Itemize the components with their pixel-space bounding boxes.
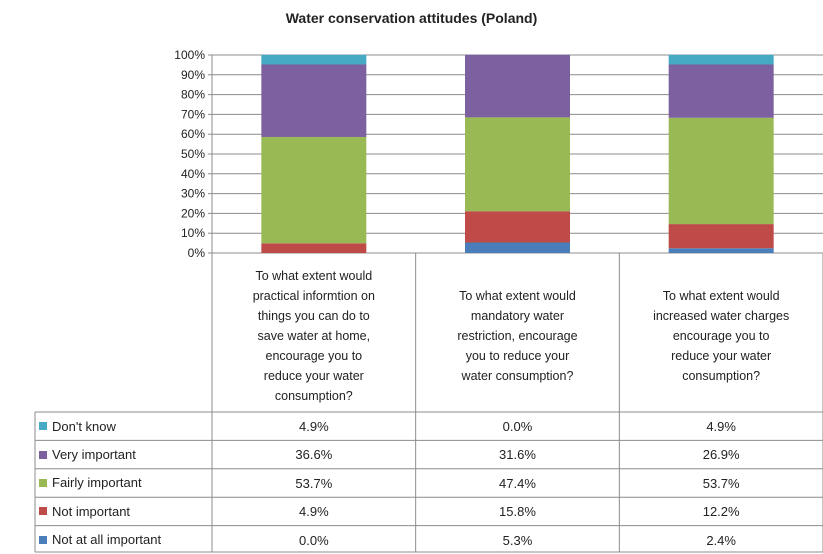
category-label-line: consumption? bbox=[274, 388, 353, 403]
legend-label: Don't know bbox=[52, 418, 116, 434]
category-label-line: reduce your water bbox=[263, 368, 364, 383]
category-label: To what extent would mandatory water restr… bbox=[418, 286, 618, 386]
bar-segment bbox=[261, 64, 367, 137]
bar-segment bbox=[668, 117, 774, 225]
category-label: To what extent would practical informtion… bbox=[214, 266, 414, 406]
y-tick-label: 100% bbox=[174, 48, 205, 62]
legend-swatch bbox=[39, 535, 47, 544]
y-tick-label: 0% bbox=[188, 246, 206, 260]
bar-segment bbox=[465, 54, 570, 118]
data-label: 4.9% bbox=[706, 419, 736, 434]
data-label: 2.4% bbox=[706, 532, 736, 548]
data-label: 0.0% bbox=[299, 532, 329, 548]
category-label-line: To what extent would bbox=[459, 288, 576, 303]
category-label-line: consumption? bbox=[682, 368, 761, 383]
y-tick-label: 80% bbox=[181, 88, 205, 102]
bar-segment bbox=[668, 64, 774, 118]
data-label: 12.2% bbox=[702, 504, 740, 520]
bar-segment bbox=[465, 211, 570, 243]
data-label: 5.3% bbox=[502, 532, 533, 548]
bar-segment bbox=[261, 136, 367, 244]
category-label-line: increased water charges bbox=[653, 308, 790, 323]
bar-segment bbox=[465, 117, 570, 212]
category-label-line: To what extent would bbox=[255, 268, 373, 283]
legend-entry: Fairly important bbox=[35, 469, 212, 497]
category-label-line: encourage you to bbox=[672, 328, 770, 343]
bar-segment bbox=[668, 224, 774, 249]
category-label-line: mandatory water bbox=[470, 308, 565, 323]
data-label: 53.7% bbox=[295, 475, 333, 491]
data-label: 4.9% bbox=[299, 419, 329, 434]
legend-swatch bbox=[39, 450, 47, 459]
data-label: 36.6% bbox=[295, 447, 333, 463]
data-label: 15.8% bbox=[499, 504, 536, 520]
y-tick-label: 60% bbox=[181, 127, 205, 141]
data-label: 53.7% bbox=[702, 475, 740, 491]
legend-entry: Very important bbox=[35, 440, 212, 468]
bars bbox=[261, 54, 774, 253]
bar-segment bbox=[261, 243, 367, 253]
legend-swatch bbox=[39, 478, 47, 487]
legend-label: Not important bbox=[52, 503, 131, 519]
y-axis: 0% 10% 20% 30% 40% 50% 60% 70% 80% 90% 100% bbox=[174, 48, 213, 260]
y-tick-label: 50% bbox=[181, 147, 205, 161]
data-label: 47.4% bbox=[499, 475, 536, 491]
category-label-line: things you can do to bbox=[257, 308, 370, 323]
bar-segment bbox=[668, 54, 774, 65]
category-label-line: practical informtion on bbox=[252, 288, 375, 303]
chart-title: Water conservation attitudes (Poland) bbox=[285, 10, 538, 26]
data-table-grid bbox=[34, 253, 823, 553]
legend-swatch bbox=[39, 422, 47, 431]
legend-entry: Not important bbox=[35, 497, 212, 525]
category-label-line: To what extent would bbox=[662, 288, 780, 303]
category-label-line: restriction, encourage bbox=[457, 328, 578, 343]
legend-swatch bbox=[39, 507, 47, 516]
bar-segment bbox=[668, 248, 774, 253]
legend-label: Not at all important bbox=[52, 532, 162, 548]
data-label: 26.9% bbox=[702, 447, 740, 463]
y-tick-label: 10% bbox=[181, 226, 205, 240]
category-label: To what extent would increased water char… bbox=[621, 286, 821, 386]
legend-entry: Not at all important bbox=[35, 526, 212, 554]
legend-entry: Don't know bbox=[35, 412, 212, 440]
data-label: 0.0% bbox=[502, 419, 533, 434]
data-label: 31.6% bbox=[499, 447, 536, 463]
category-label-line: save water at home, bbox=[257, 328, 371, 343]
category-label-line: water consumption? bbox=[461, 368, 574, 383]
data-label: 4.9% bbox=[299, 504, 329, 520]
y-tick-label: 40% bbox=[181, 167, 205, 181]
category-label-line: reduce your water bbox=[671, 348, 772, 363]
y-tick-label: 70% bbox=[181, 107, 205, 121]
category-label-line: you to reduce your bbox=[465, 348, 570, 363]
bar-segment bbox=[465, 242, 570, 253]
bar-segment bbox=[261, 54, 367, 65]
y-tick-label: 90% bbox=[181, 68, 205, 82]
legend-label: Fairly important bbox=[52, 475, 142, 491]
y-tick-label: 20% bbox=[181, 206, 205, 220]
y-tick-label: 30% bbox=[181, 187, 205, 201]
category-label-line: encourage you to bbox=[265, 348, 363, 363]
legend-label: Very important bbox=[52, 447, 136, 463]
